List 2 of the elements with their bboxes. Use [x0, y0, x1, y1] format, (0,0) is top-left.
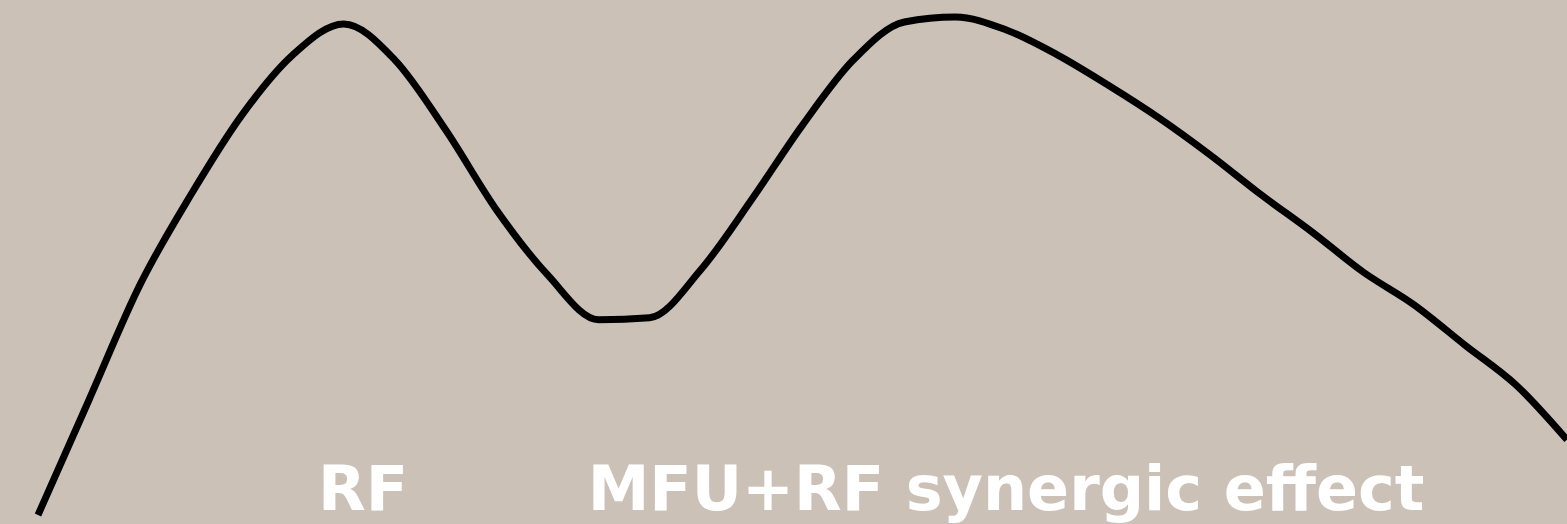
- annotation: MFU+RF synergic effect: [587, 452, 1425, 524]
- annotation: RF: [318, 452, 409, 524]
